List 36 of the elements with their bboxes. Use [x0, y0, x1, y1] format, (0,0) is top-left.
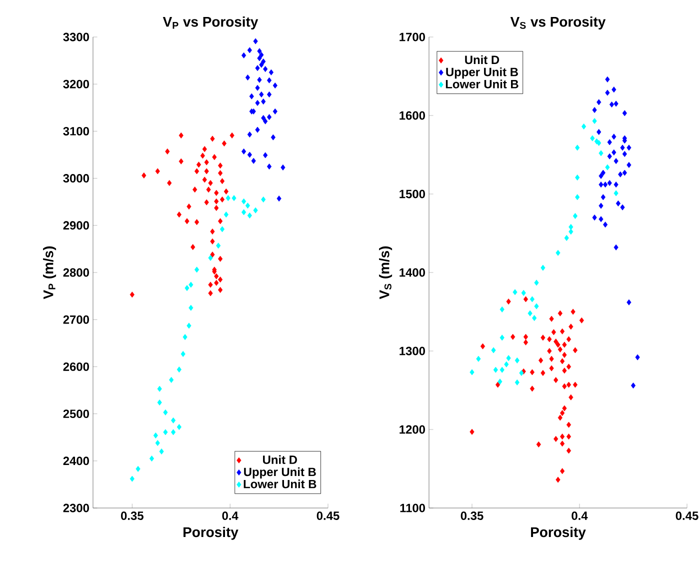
x-tick-label: 0.35 — [121, 512, 144, 520]
y-tick-label: 3000 — [63, 174, 89, 183]
chart-title: V$_{P}$ vs Porosity — [162, 16, 258, 30]
legend-label: Upper Unit B — [244, 467, 316, 479]
y-axis-title: V$_{P}$ (m/s) — [43, 246, 56, 300]
y-tick-label: 2700 — [63, 315, 89, 324]
legend-label: Unit D — [263, 455, 297, 464]
y-tick-label: 2300 — [63, 504, 89, 512]
x-tick-label: 0.45 — [676, 512, 698, 520]
y-tick-label: 1400 — [400, 268, 425, 277]
y-tick-label: 3100 — [63, 126, 89, 136]
legend-label: Lower Unit B — [446, 80, 518, 88]
x-axis-title: Porosity — [531, 526, 586, 540]
y-tick-label: 2800 — [63, 268, 89, 277]
y-tick-label: 1100 — [400, 504, 425, 512]
y-tick-label: 1500 — [400, 190, 425, 198]
x-tick-label: 0.4 — [572, 512, 588, 520]
y-tick-label: 3200 — [63, 80, 89, 88]
legend-label: Upper Unit B — [446, 67, 518, 79]
legend-label: Unit D — [465, 55, 500, 64]
x-tick-label: 0.45 — [316, 512, 340, 520]
x-tick-label: 0.4 — [222, 512, 238, 520]
x-tick-label: 0.35 — [460, 512, 484, 520]
y-tick-label: 1200 — [400, 425, 425, 434]
y-tick-label: 1600 — [400, 111, 425, 120]
y-axis-title: V$_{S}$ (m/s) — [379, 246, 392, 300]
y-tick-label: 3300 — [63, 32, 89, 42]
y-tick-label: 2400 — [63, 456, 89, 466]
x-axis-title: Porosity — [184, 526, 238, 540]
y-tick-label: 2600 — [63, 362, 89, 371]
chart-title: V$_{S}$ vs Porosity — [510, 16, 606, 30]
y-tick-label: 2500 — [63, 410, 89, 418]
y-tick-label: 1700 — [400, 32, 425, 42]
legend-label: Lower Unit B — [244, 480, 316, 488]
y-tick-label: 1300 — [400, 346, 425, 356]
y-tick-label: 2900 — [63, 221, 89, 230]
